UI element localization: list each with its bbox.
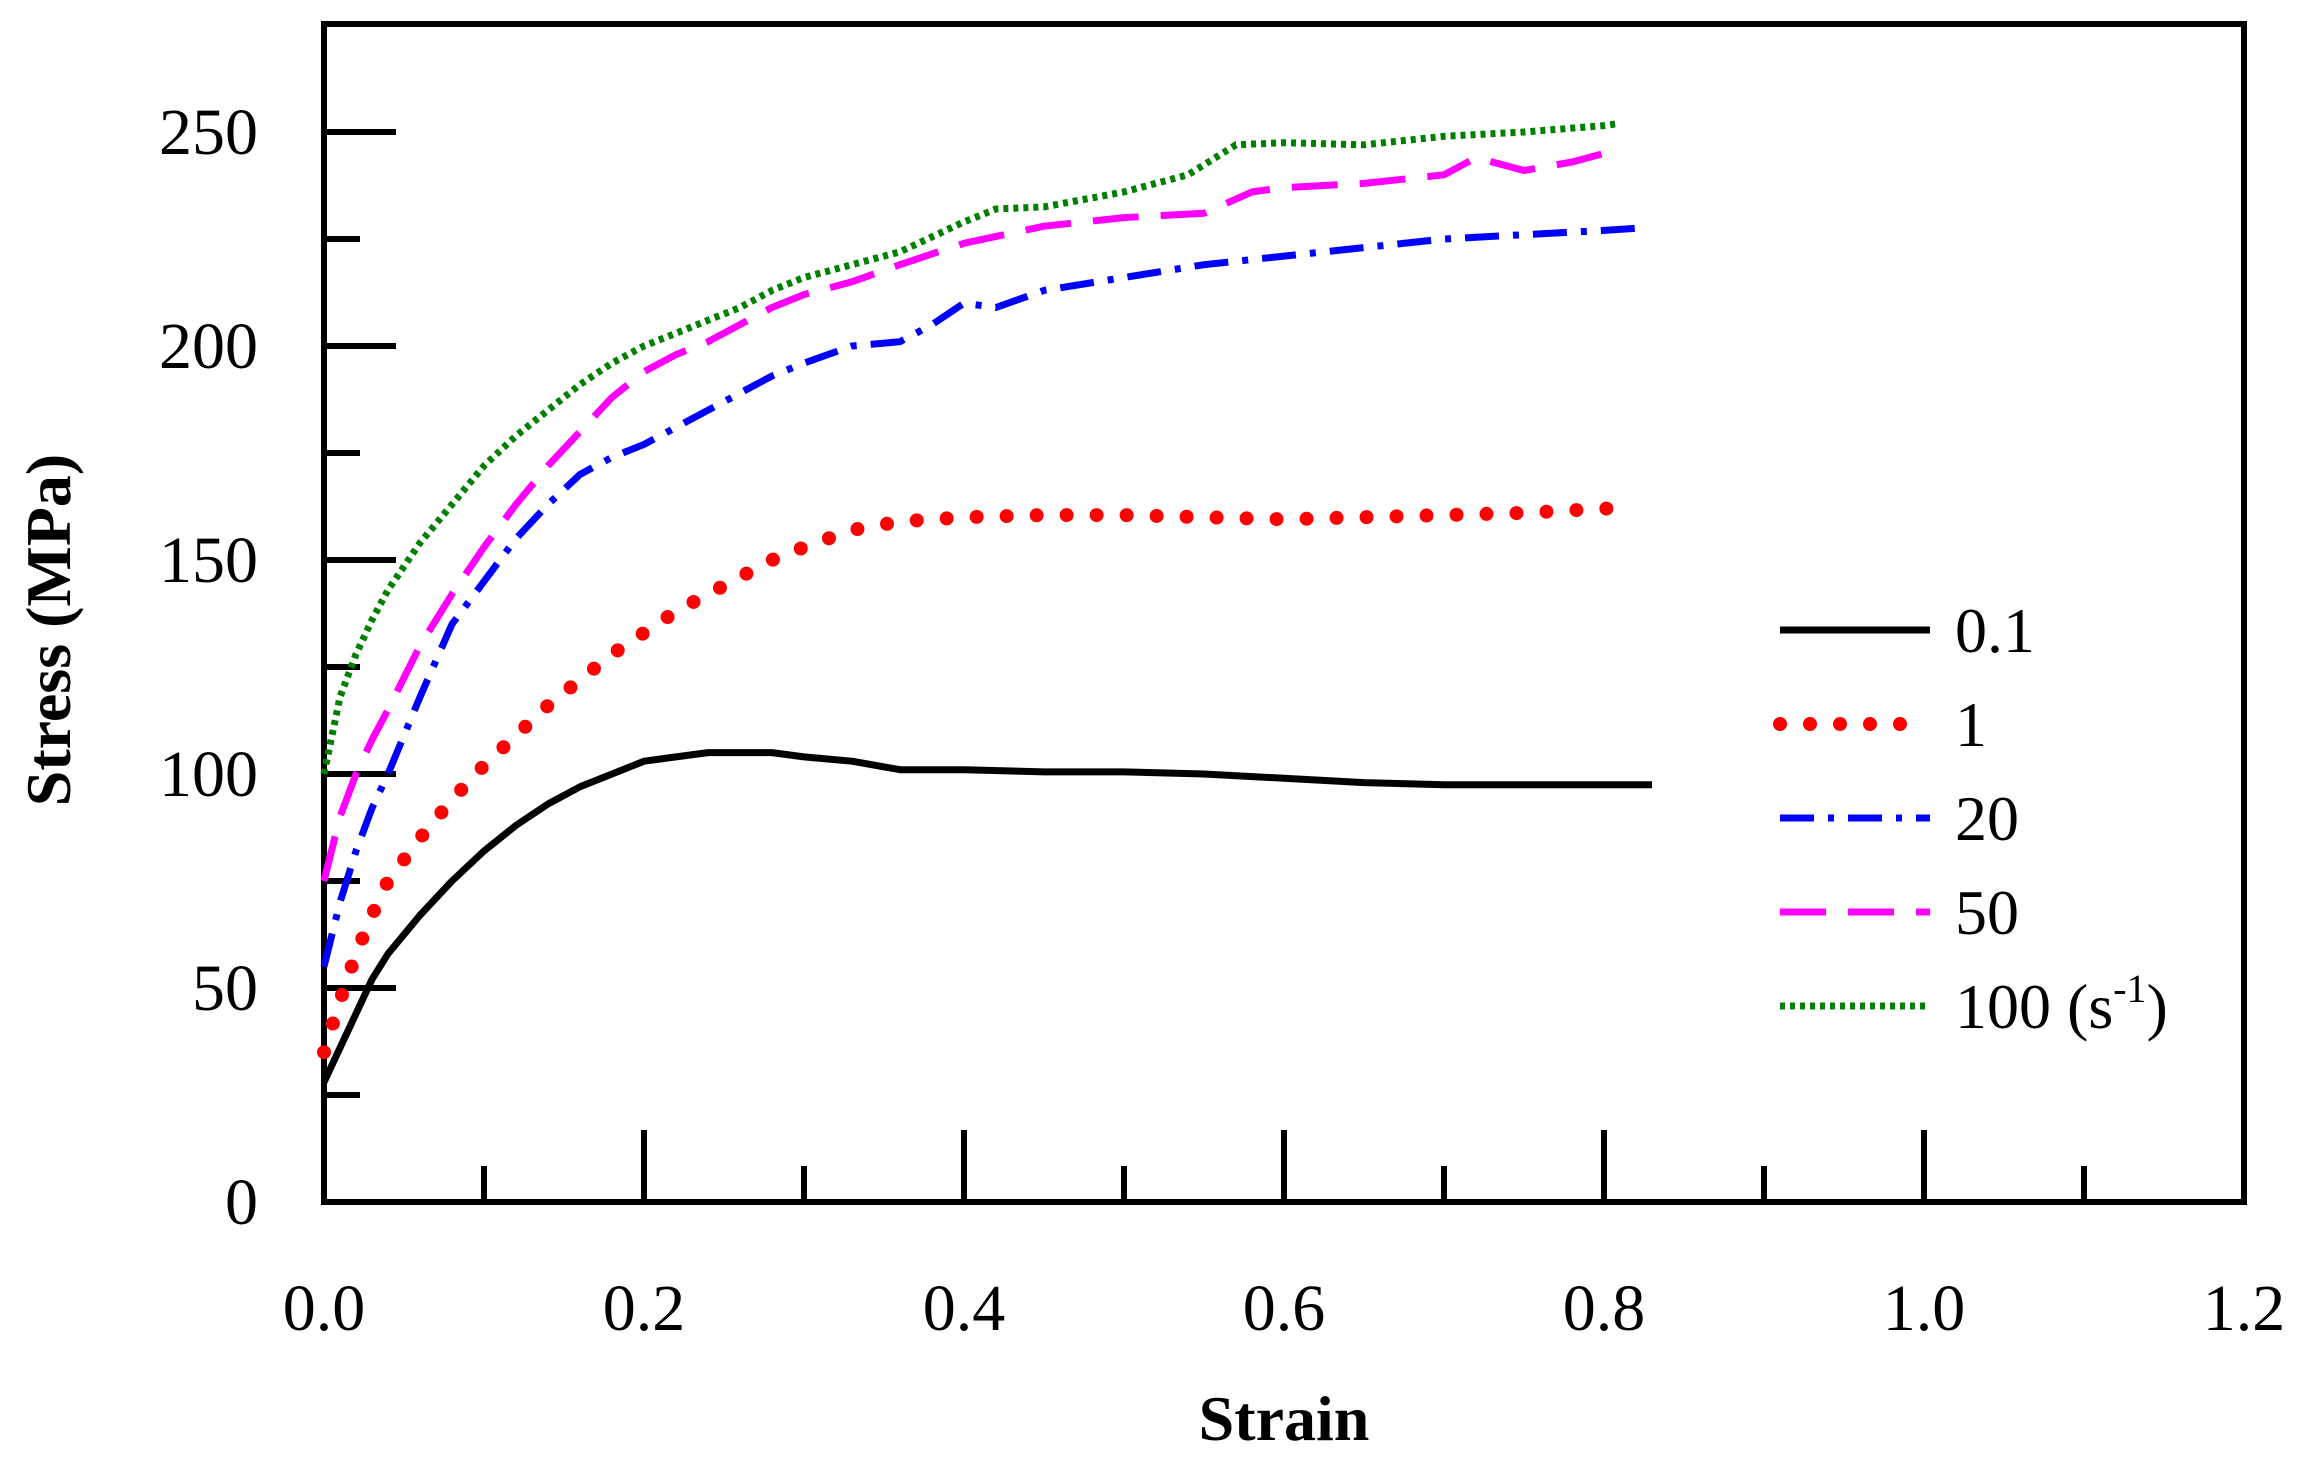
series-line-100 [320,119,1621,775]
legend: 0.1 1 20 50 100 (s-1) [1773,595,2168,1042]
legend-label: 20 [1955,783,2019,854]
y-tick-label: 100 [159,738,258,811]
x-axis-title: Strain [1199,1383,1370,1454]
legend-label: 0.1 [1955,595,2035,666]
legend-label: 50 [1955,877,2019,948]
x-tick-label: 0.6 [1243,1272,1326,1345]
series-line-1 [317,501,1643,1060]
y-tick-label: 200 [159,310,258,383]
x-tick-label: 1.2 [2203,1272,2286,1345]
y-tick-label: 50 [192,952,258,1025]
axis-ticks [324,129,2087,1202]
y-axis-title: Stress (MPa) [13,454,84,807]
data-series [317,119,1652,1084]
legend-label: 1 [1955,689,1987,760]
y-tick-label: 0 [225,1166,258,1239]
series-line-20 [320,224,1637,968]
x-tick-label: 1.0 [1883,1272,1966,1345]
x-tick-label: 0.0 [283,1272,366,1345]
x-tick-label: 0.4 [923,1272,1006,1345]
y-tick-label: 150 [159,524,258,597]
x-tick-label: 0.8 [1563,1272,1646,1345]
legend-label: 100 (s-1) [1955,966,2168,1042]
series-line-0-1 [320,749,1652,1084]
x-tick-label: 0.2 [603,1272,686,1345]
y-tick-label: 250 [159,96,258,169]
